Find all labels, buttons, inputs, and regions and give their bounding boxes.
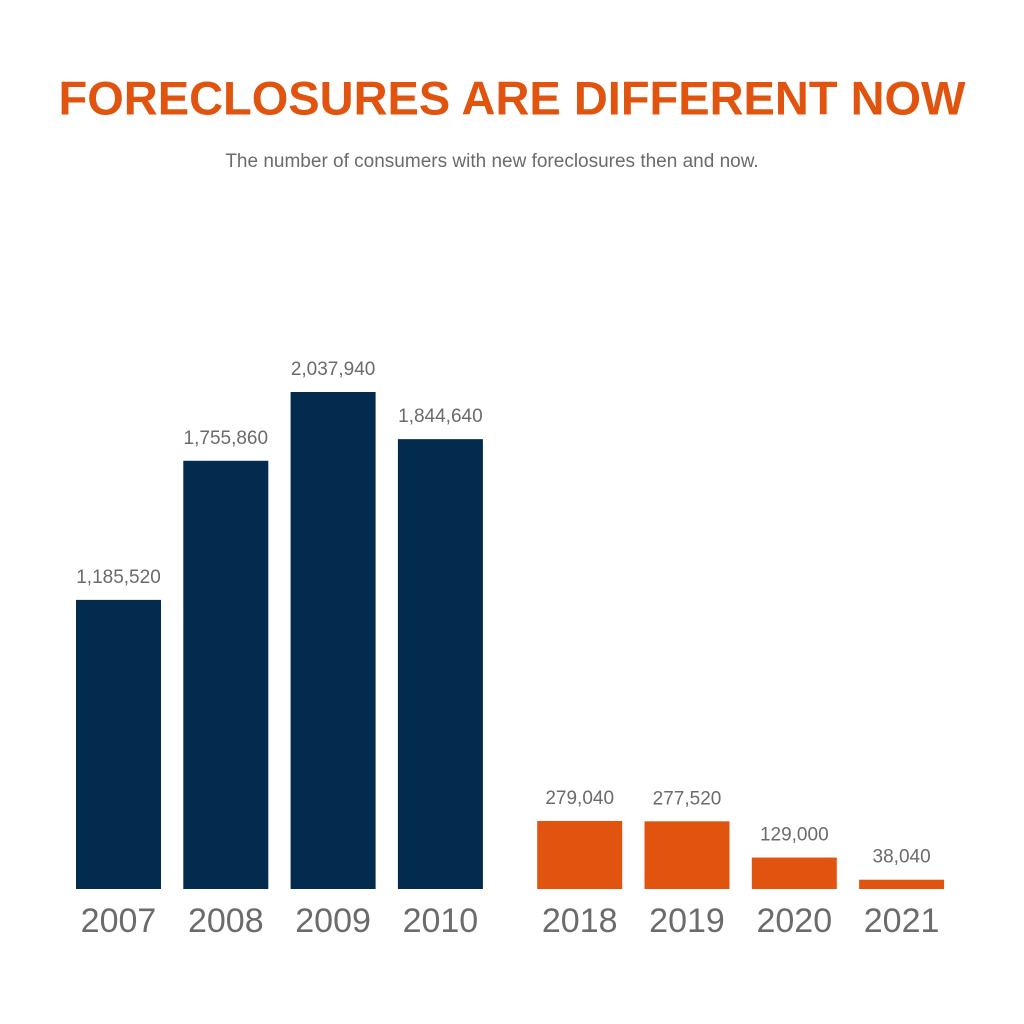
bar (644, 821, 730, 889)
chart-subtitle: The number of consumers with new foreclo… (225, 151, 758, 172)
bar (76, 599, 161, 889)
bar (537, 820, 623, 889)
value-label: 129,000 (760, 825, 829, 846)
bar (183, 460, 269, 889)
value-label: 2,037,940 (291, 359, 376, 380)
x-tick-label: 2008 (188, 902, 264, 940)
value-label: 1,755,860 (184, 428, 269, 449)
value-label: 277,520 (653, 788, 722, 809)
x-tick-label: 2018 (542, 902, 618, 940)
x-tick-label: 2010 (403, 902, 479, 940)
value-label: 1,185,520 (76, 567, 161, 588)
x-tick-label: 2009 (295, 902, 371, 940)
bar (397, 439, 483, 889)
x-tick-label: 2020 (756, 902, 832, 940)
x-tick-label: 2021 (864, 902, 940, 940)
bar (859, 879, 945, 889)
bar (290, 392, 376, 889)
value-label: 1,844,640 (398, 406, 483, 427)
value-label: 38,040 (873, 847, 931, 868)
bar (751, 857, 837, 889)
value-label: 279,040 (545, 788, 614, 809)
chart-title: FORECLOSURES ARE DIFFERENT NOW (59, 71, 967, 124)
x-tick-label: 2019 (649, 902, 725, 940)
x-tick-label: 2007 (81, 902, 157, 940)
